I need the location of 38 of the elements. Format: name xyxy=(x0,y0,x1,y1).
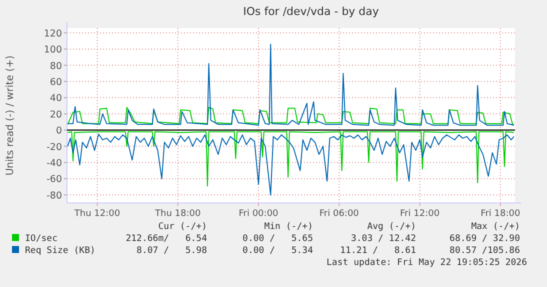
text: 11.21 / 8.61 xyxy=(340,246,416,256)
y-tick-label: -40 xyxy=(46,158,62,169)
text: 80.57 /105.86 xyxy=(450,246,520,256)
chart-title: IOs for /dev/vda - by day xyxy=(243,5,380,18)
text: 3.03 / 12.42 xyxy=(350,234,416,244)
text: Cur (-/+) xyxy=(158,222,207,232)
text: 0.00 / 5.34 xyxy=(242,246,313,256)
text: Max (-/+) xyxy=(471,222,520,232)
line-series xyxy=(67,134,514,196)
y-tick-label: 100 xyxy=(44,44,62,56)
text: 0.00 / 5.65 xyxy=(242,234,313,244)
y-tick-label: 40 xyxy=(50,93,62,104)
y-tick-label: -80 xyxy=(46,190,62,202)
y-tick-label: -60 xyxy=(46,174,62,186)
x-tick-label: Fri 12:00 xyxy=(400,209,440,219)
text: 68.69 / 32.90 xyxy=(450,234,520,244)
line-series xyxy=(67,44,514,126)
y-tick-label: 120 xyxy=(44,28,62,40)
legend-label: IO/sec xyxy=(25,234,58,244)
line-series xyxy=(67,131,514,186)
x-tick-label: Fri 00:00 xyxy=(238,209,279,219)
text: Min (-/+) xyxy=(264,222,313,232)
y-tick-label: 60 xyxy=(50,76,62,88)
x-tick-label: Thu 18:00 xyxy=(154,209,202,219)
x-tick-label: Fri 06:00 xyxy=(319,209,360,219)
text: 8.07 / 5.98 xyxy=(136,246,207,256)
y-tick-label: 80 xyxy=(50,60,62,72)
y-tick-label: -20 xyxy=(46,142,62,153)
y-axis-title: Units read (-) / write (+) xyxy=(5,55,16,176)
text: Avg (-/+) xyxy=(367,222,416,232)
y-tick-label: 0 xyxy=(56,126,62,137)
line-series xyxy=(67,106,514,125)
y-tick-label: 20 xyxy=(50,109,62,120)
x-tick-label: Fri 18:00 xyxy=(480,209,520,219)
text: Last update: Fri May 22 19:05:25 2026 xyxy=(326,258,527,268)
x-tick-label: Thu 12:00 xyxy=(73,209,120,219)
text: 212.66m/ 6.54 xyxy=(126,234,207,244)
legend-label: Req Size (KB) xyxy=(25,246,96,256)
